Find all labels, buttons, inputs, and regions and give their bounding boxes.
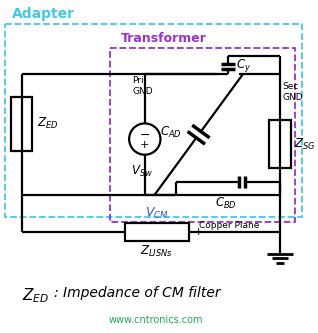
Text: $Z_{LISNs}$: $Z_{LISNs}$ xyxy=(140,244,173,259)
Bar xyxy=(125,223,189,241)
Text: $C_{BD}$: $C_{BD}$ xyxy=(215,196,237,211)
Text: +: + xyxy=(140,140,149,150)
Text: −: − xyxy=(140,129,150,142)
Text: Copper Plane: Copper Plane xyxy=(199,221,259,230)
Text: $V_{Sw}$: $V_{Sw}$ xyxy=(131,164,153,178)
Text: $C_y$: $C_y$ xyxy=(236,57,251,74)
Bar xyxy=(110,48,295,222)
Text: +: + xyxy=(194,227,203,237)
Text: Pri
GND: Pri GND xyxy=(132,77,153,96)
Text: Transformer: Transformer xyxy=(121,32,207,45)
Bar xyxy=(5,24,302,217)
Bar xyxy=(11,97,32,151)
Text: $Z_{SG}$: $Z_{SG}$ xyxy=(294,137,315,152)
Text: Adapter: Adapter xyxy=(12,7,75,21)
Text: $\mathit{V_{CM}}$: $\mathit{V_{CM}}$ xyxy=(145,206,169,221)
Text: $C_{AD}$: $C_{AD}$ xyxy=(161,125,182,140)
Circle shape xyxy=(129,124,161,155)
Text: −: − xyxy=(110,225,120,238)
Bar xyxy=(269,120,291,168)
Text: $Z_{ED}$: $Z_{ED}$ xyxy=(22,286,49,305)
Text: : Impedance of CM filter: : Impedance of CM filter xyxy=(54,286,220,300)
Text: $Z_{ED}$: $Z_{ED}$ xyxy=(37,116,59,131)
Text: www.cntronics.com: www.cntronics.com xyxy=(108,315,203,325)
Text: Sec
GND: Sec GND xyxy=(283,82,303,102)
